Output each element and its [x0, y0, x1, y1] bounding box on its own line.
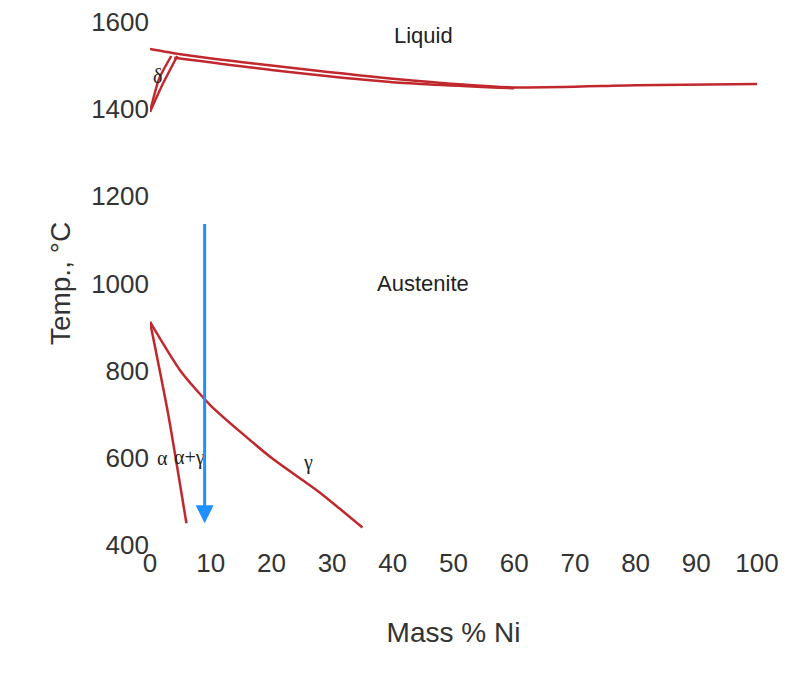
svg-text:0: 0	[143, 548, 157, 578]
svg-text:600: 600	[106, 443, 149, 473]
svg-text:50: 50	[439, 548, 468, 578]
svg-text:400: 400	[106, 530, 149, 560]
svg-text:100: 100	[735, 548, 778, 578]
svg-text:Austenite: Austenite	[377, 271, 469, 296]
svg-text:10: 10	[196, 548, 225, 578]
svg-text:30: 30	[318, 548, 347, 578]
svg-text:80: 80	[621, 548, 650, 578]
svg-text:Mass % Ni: Mass % Ni	[387, 617, 521, 648]
svg-text:1600: 1600	[91, 7, 149, 37]
svg-text:γ: γ	[303, 451, 313, 474]
svg-text:Liquid: Liquid	[394, 23, 453, 48]
svg-text:δ: δ	[153, 65, 162, 87]
svg-text:Temp., °C: Temp., °C	[45, 222, 76, 345]
svg-text:1200: 1200	[91, 181, 149, 211]
svg-text:90: 90	[682, 548, 711, 578]
svg-text:1000: 1000	[91, 269, 149, 299]
svg-text:60: 60	[500, 548, 529, 578]
svg-text:1400: 1400	[91, 94, 149, 124]
svg-text:20: 20	[257, 548, 286, 578]
svg-text:800: 800	[106, 356, 149, 386]
svg-text:70: 70	[560, 548, 589, 578]
svg-text:α: α	[157, 447, 168, 469]
svg-text:40: 40	[378, 548, 407, 578]
svg-text:α+γ: α+γ	[174, 446, 205, 469]
